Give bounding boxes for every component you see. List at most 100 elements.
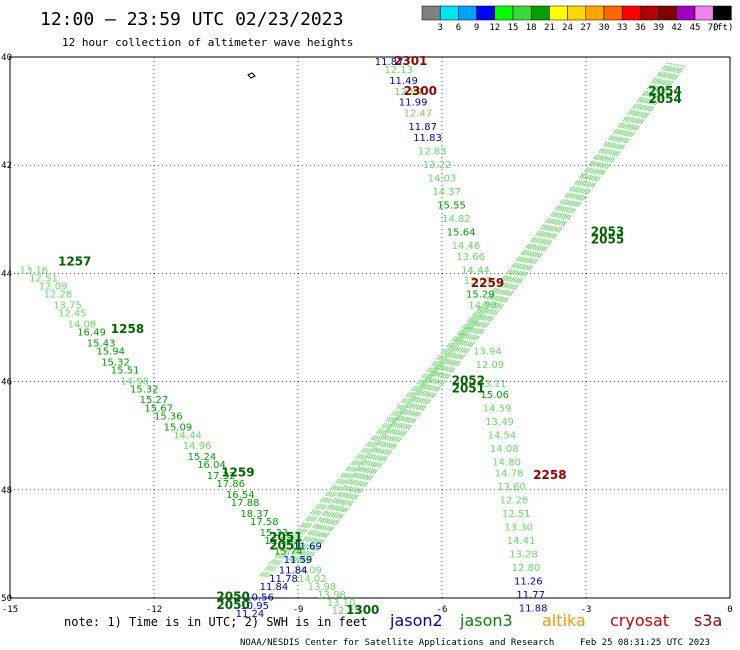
data-point-label: 11.69 (293, 541, 322, 552)
time-label: 2054 (648, 92, 681, 106)
data-point-label: 14.98 (120, 376, 149, 387)
data-point-label: 11.49 (389, 76, 418, 87)
colorbar-tick: 27 (580, 23, 591, 33)
island-marker (247, 72, 256, 79)
time-label: 2052 (452, 373, 485, 387)
data-point-label: 14.44 (461, 265, 490, 276)
time-label: 2051 (452, 381, 485, 395)
data-point-label: 14.41 (507, 536, 536, 547)
data-point-label: 11.24 (236, 609, 265, 620)
data-point-label: 17.32 (207, 471, 236, 482)
colorbar-swatch (694, 5, 714, 21)
x-tick-label: -6 (437, 605, 448, 615)
colorbar-swatch (658, 5, 678, 21)
track-band-line (263, 306, 485, 578)
data-point-label: 11.88 (519, 604, 548, 615)
colorbar-swatch (549, 5, 568, 21)
track-band-line (303, 64, 684, 564)
data-point-label: 13.30 (504, 522, 533, 533)
track-band-line (292, 62, 673, 562)
data-point-label: 11.87 (375, 57, 404, 68)
colorbar-swatch (458, 5, 477, 21)
track-band-line (265, 306, 487, 578)
data-point-label: 12.09 (39, 282, 68, 293)
data-point-label: 15.94 (96, 347, 125, 358)
y-tick-label: -42 (0, 161, 12, 171)
time-label: 2054 (648, 84, 681, 98)
track-band-line (267, 306, 489, 578)
data-point-label: 13.10 (327, 598, 356, 609)
axis-ticks: -15 -12 -9 -6 -3 0 -40 -42 -44 -46 -48 -50 (0, 53, 733, 615)
time-label: 2053 (591, 225, 624, 239)
data-point-label: 14.44 (173, 430, 202, 441)
satellite-legend-altika: altika (542, 611, 586, 630)
grid (10, 57, 730, 598)
data-point-label: 14.59 (483, 403, 512, 414)
data-point-label: 13.03 (464, 276, 493, 287)
colorbar-swatch (712, 5, 732, 21)
colorbar-tick: 45 (690, 23, 701, 33)
track-band-line (288, 62, 668, 561)
data-point-label: 14.54 (488, 430, 517, 441)
colorbar-swatch (567, 5, 587, 21)
data-point-label: 12.28 (44, 290, 73, 301)
track-band-line (305, 65, 686, 564)
data-point-label: 13.49 (485, 417, 514, 428)
data-point-label: 15.29 (466, 290, 495, 301)
colorbar-swatch (621, 5, 641, 21)
data-point-label: 11.78 (269, 574, 298, 585)
colorbar-swatch (640, 5, 659, 21)
data-point-label: 13.60 (497, 482, 526, 493)
note-text: note: 1) Time is in UTC; 2) SWH is in fe… (64, 615, 367, 629)
colorbar-swatch (676, 5, 696, 21)
data-point-label: 11.84 (260, 582, 289, 593)
data-point-label: 11.77 (516, 590, 545, 601)
data-point-label: 12.09 (476, 360, 505, 371)
data-point-label: 12.51 (502, 509, 531, 520)
data-point-label: 15.36 (154, 411, 183, 422)
data-point-label: 14.09 (293, 566, 322, 577)
x-tick-label: -12 (146, 605, 162, 615)
colorbar: 3 6 9 12 15 18 21 24 27 30 33 36 39 42 45 70(ft) (421, 5, 733, 33)
data-point-label: 14.82 (442, 214, 471, 225)
chart-title: 12:00 — 23:59 UTC 02/23/2023 (40, 9, 343, 30)
y-tick-label: -46 (0, 378, 12, 388)
track-band-line (296, 63, 677, 563)
data-point-label: 10.95 (240, 601, 269, 612)
data-point-label: 12.51 (29, 274, 58, 285)
data-point-label: 14.08 (68, 320, 97, 331)
colorbar-swatch (512, 5, 532, 21)
data-point-label: 13.98 (317, 590, 346, 601)
colorbar-tick: 6 (456, 23, 461, 33)
colorbar-tick: 21 (544, 23, 555, 33)
colorbar-swatch (603, 5, 623, 21)
colorbar-tick: 3 (437, 23, 442, 33)
data-point-label: 18.37 (240, 509, 269, 520)
data-point-label: 11.83 (413, 133, 442, 144)
data-point-label: 16.54 (226, 490, 255, 501)
data-point-label: 12.45 (58, 309, 87, 320)
chart-subtitle: 12 hour collection of altimeter wave hei… (62, 36, 353, 49)
data-point-label: 15.74 (274, 547, 303, 558)
y-tick-label: -50 (0, 594, 12, 604)
data-point-label: 15.09 (164, 422, 193, 433)
data-point-label: 13.94 (473, 347, 502, 358)
track-band-line (301, 64, 682, 563)
colorbar-tick: 39 (653, 23, 664, 33)
data-point-label: 15.06 (480, 390, 509, 401)
footer-credit: NOAA/NESDIS Center for Satellite Applica… (240, 638, 554, 648)
track-lines (259, 62, 686, 578)
data-point-label: 11.87 (408, 122, 437, 133)
data-point-label: 15.67 (144, 403, 173, 414)
data-point-label: 15.32 (264, 536, 293, 547)
data-point-label: 12.84 (394, 87, 423, 98)
colorbar-tick: 36 (635, 23, 646, 33)
data-point-label: 11.84 (279, 566, 308, 577)
x-tick-label: -3 (581, 605, 592, 615)
colorbar-swatch (494, 5, 514, 21)
data-point-label: 17.88 (231, 498, 260, 509)
data-point-label: 15.43 (87, 338, 116, 349)
data-point-label: 13.75 (53, 301, 82, 312)
